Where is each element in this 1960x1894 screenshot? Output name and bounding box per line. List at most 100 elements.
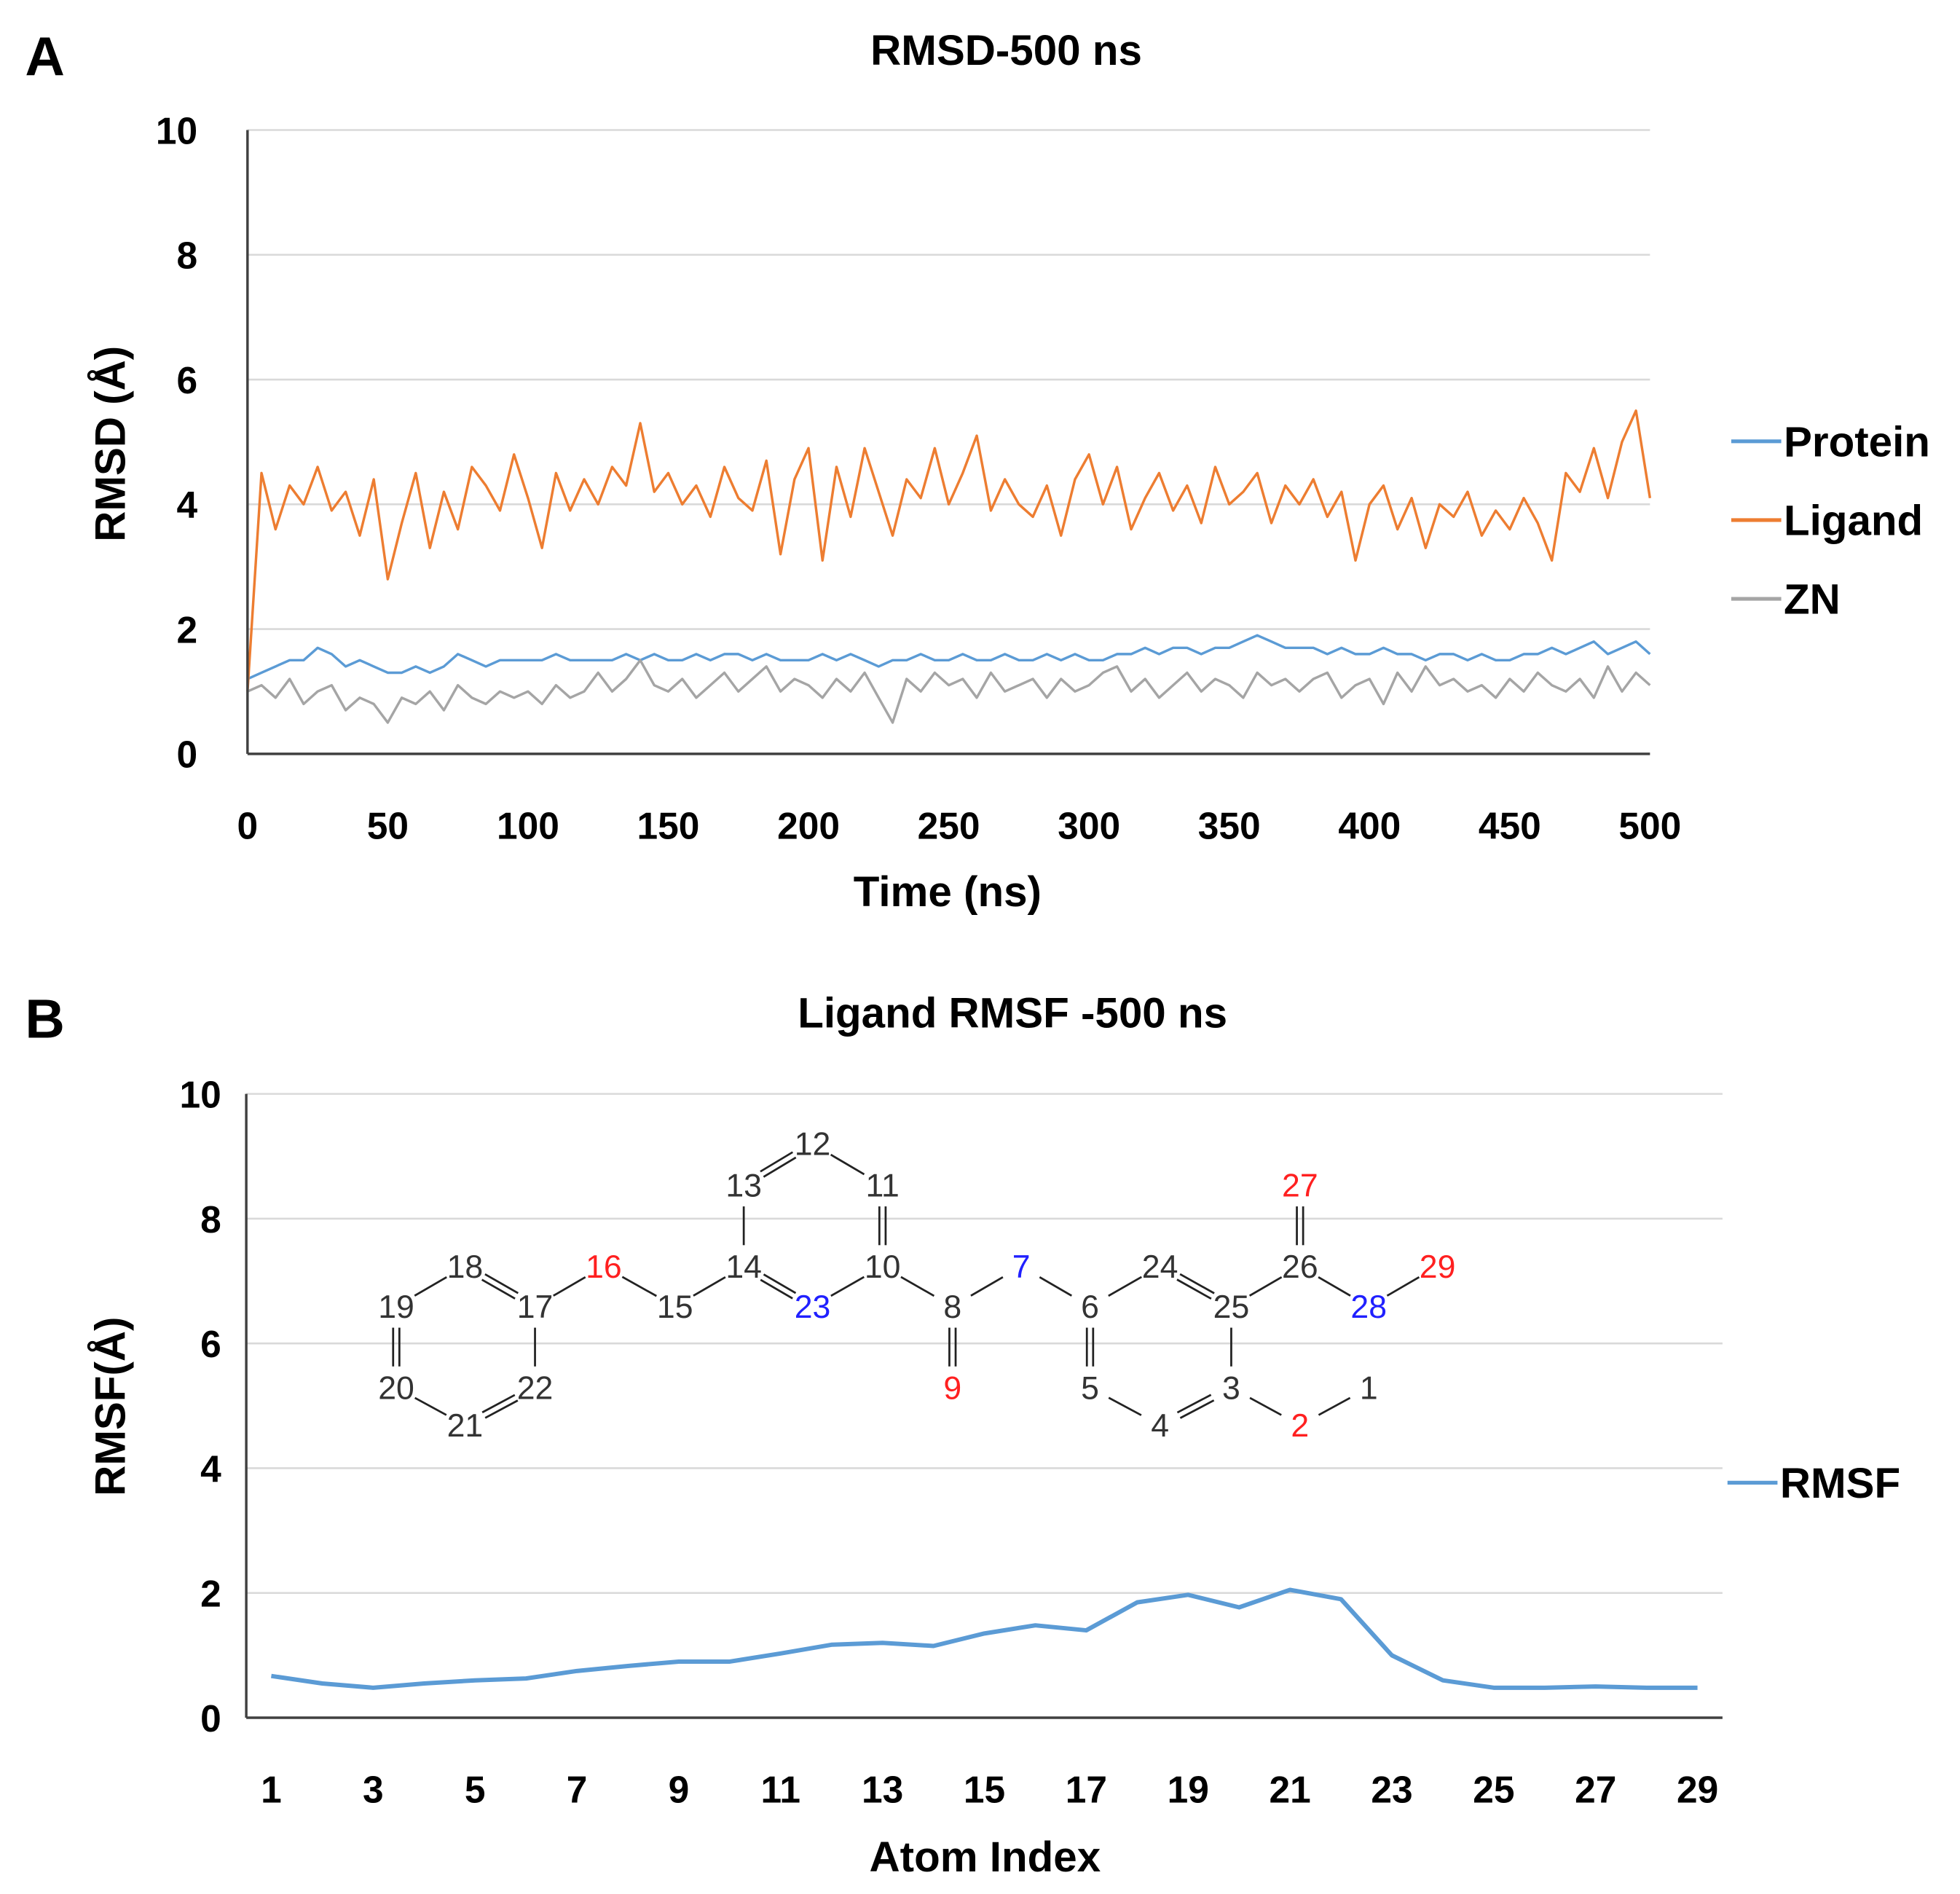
x-tick-label: 400 <box>1338 805 1401 847</box>
x-tick-label: 450 <box>1479 805 1541 847</box>
single-bond <box>1108 1396 1142 1416</box>
x-tick-label: 0 <box>237 805 259 847</box>
y-tick-label: 2 <box>200 1573 221 1615</box>
grid-a <box>247 129 1650 630</box>
x-tick-label: 300 <box>1058 805 1120 847</box>
single-bond <box>1318 1276 1351 1297</box>
x-tick-label: 11 <box>761 1769 800 1811</box>
atom-label: 3 <box>1222 1370 1240 1406</box>
single-bond <box>414 1396 447 1416</box>
series-line-ligand <box>246 409 1652 692</box>
single-bond <box>1318 1396 1351 1416</box>
x-axis-label-a: Time (ns) <box>854 868 1042 916</box>
y-tick-label: 8 <box>177 235 198 277</box>
series-line-protein <box>247 634 1651 680</box>
atom-label: 9 <box>943 1370 961 1406</box>
x-axis-label-b: Atom Index <box>870 1834 1101 1881</box>
atom-label: 29 <box>1420 1249 1456 1285</box>
double-bond <box>760 1151 794 1173</box>
x-tick-label: 1 <box>261 1769 282 1811</box>
atom-label: 26 <box>1282 1249 1318 1285</box>
x-tick-label: 29 <box>1677 1769 1718 1811</box>
x-tick-label: 25 <box>1473 1769 1514 1811</box>
atom-label: 10 <box>865 1249 901 1285</box>
single-bond <box>621 1276 657 1297</box>
y-ticks-a: 0 2 4 6 8 10 <box>156 109 198 775</box>
y-tick-label: 8 <box>200 1198 221 1241</box>
double-bond <box>763 1156 797 1178</box>
x-ticks-a: 0 50 100 150 200 250 300 350 400 450 500 <box>237 805 1682 847</box>
single-bond <box>1039 1276 1072 1297</box>
atom-label: 1 <box>1360 1370 1378 1406</box>
single-bond <box>414 1276 447 1297</box>
legend-b: RMSF <box>1727 1460 1900 1507</box>
chart-title-a: RMSD-500 ns <box>870 27 1142 74</box>
x-tick-label: 200 <box>777 805 840 847</box>
y-tick-label: 10 <box>156 109 197 152</box>
atom-label: 15 <box>657 1289 693 1325</box>
series-line-zn <box>247 659 1651 724</box>
atom-label: 24 <box>1142 1249 1178 1285</box>
single-bond <box>1108 1276 1142 1297</box>
atom-label: 17 <box>517 1289 554 1325</box>
legend-label: RMSF <box>1780 1460 1900 1507</box>
legend-label: ZN <box>1784 576 1841 624</box>
legend-label: Ligand <box>1784 498 1923 545</box>
series-line-rmsf <box>270 1587 1698 1690</box>
x-tick-label: 21 <box>1269 1769 1310 1811</box>
x-tick-label: 500 <box>1618 805 1681 847</box>
panel-label-a: A <box>25 26 65 87</box>
y-tick-label: 2 <box>177 608 198 651</box>
atom-label: 4 <box>1151 1408 1169 1444</box>
atom-label: 20 <box>378 1370 414 1406</box>
single-bond <box>830 1276 865 1297</box>
grid-b <box>246 1093 1723 1595</box>
single-bond <box>970 1276 1004 1297</box>
single-bond <box>553 1276 586 1297</box>
x-tick-label: 19 <box>1168 1769 1209 1811</box>
single-bond <box>1386 1276 1420 1297</box>
y-tick-label: 0 <box>200 1697 221 1740</box>
single-bond <box>693 1276 726 1297</box>
panel-label-b: B <box>25 989 65 1050</box>
double-bond <box>481 1278 516 1300</box>
x-tick-label: 23 <box>1371 1769 1412 1811</box>
y-tick-label: 0 <box>177 734 198 776</box>
single-bond <box>830 1153 865 1176</box>
y-tick-label: 6 <box>177 359 198 401</box>
x-tick-label: 5 <box>465 1769 486 1811</box>
x-tick-label: 13 <box>862 1769 903 1811</box>
atom-label: 7 <box>1012 1249 1031 1285</box>
x-tick-label: 250 <box>918 805 980 847</box>
atom-label: 11 <box>865 1168 899 1203</box>
atom-label: 16 <box>586 1249 622 1285</box>
single-bond <box>1248 1276 1283 1297</box>
legend-label: Protein <box>1784 418 1930 465</box>
double-bond <box>484 1399 519 1419</box>
chart-title-b: Ligand RMSF -500 ns <box>798 990 1227 1037</box>
series-a <box>246 409 1652 724</box>
atom-label: 5 <box>1081 1370 1099 1406</box>
x-tick-label: 350 <box>1198 805 1261 847</box>
x-tick-label: 150 <box>637 805 700 847</box>
atom-label: 21 <box>447 1408 484 1444</box>
x-tick-label: 27 <box>1575 1769 1616 1811</box>
x-tick-label: 17 <box>1066 1769 1107 1811</box>
double-bond <box>1176 1278 1212 1300</box>
single-bond <box>900 1276 935 1297</box>
atom-label: 22 <box>517 1370 554 1406</box>
molecule-inset: 1234567891011121314151617181920212223242… <box>378 1127 1455 1444</box>
atom-label: 6 <box>1081 1289 1099 1325</box>
atom-label: 23 <box>795 1289 831 1325</box>
double-bond <box>1176 1394 1212 1414</box>
double-bond <box>763 1273 797 1294</box>
y-tick-label: 6 <box>200 1323 221 1365</box>
y-axis-label-b: RMSF(Å) <box>87 1317 135 1496</box>
x-tick-label: 9 <box>669 1769 690 1811</box>
single-bond <box>1249 1396 1282 1416</box>
x-ticks-b: 1 3 5 7 9 11 13 15 17 19 21 23 25 27 29 <box>261 1769 1718 1811</box>
atom-label: 28 <box>1350 1289 1387 1325</box>
double-bond <box>484 1273 519 1294</box>
atom-label: 25 <box>1213 1289 1250 1325</box>
double-bond <box>481 1394 516 1414</box>
